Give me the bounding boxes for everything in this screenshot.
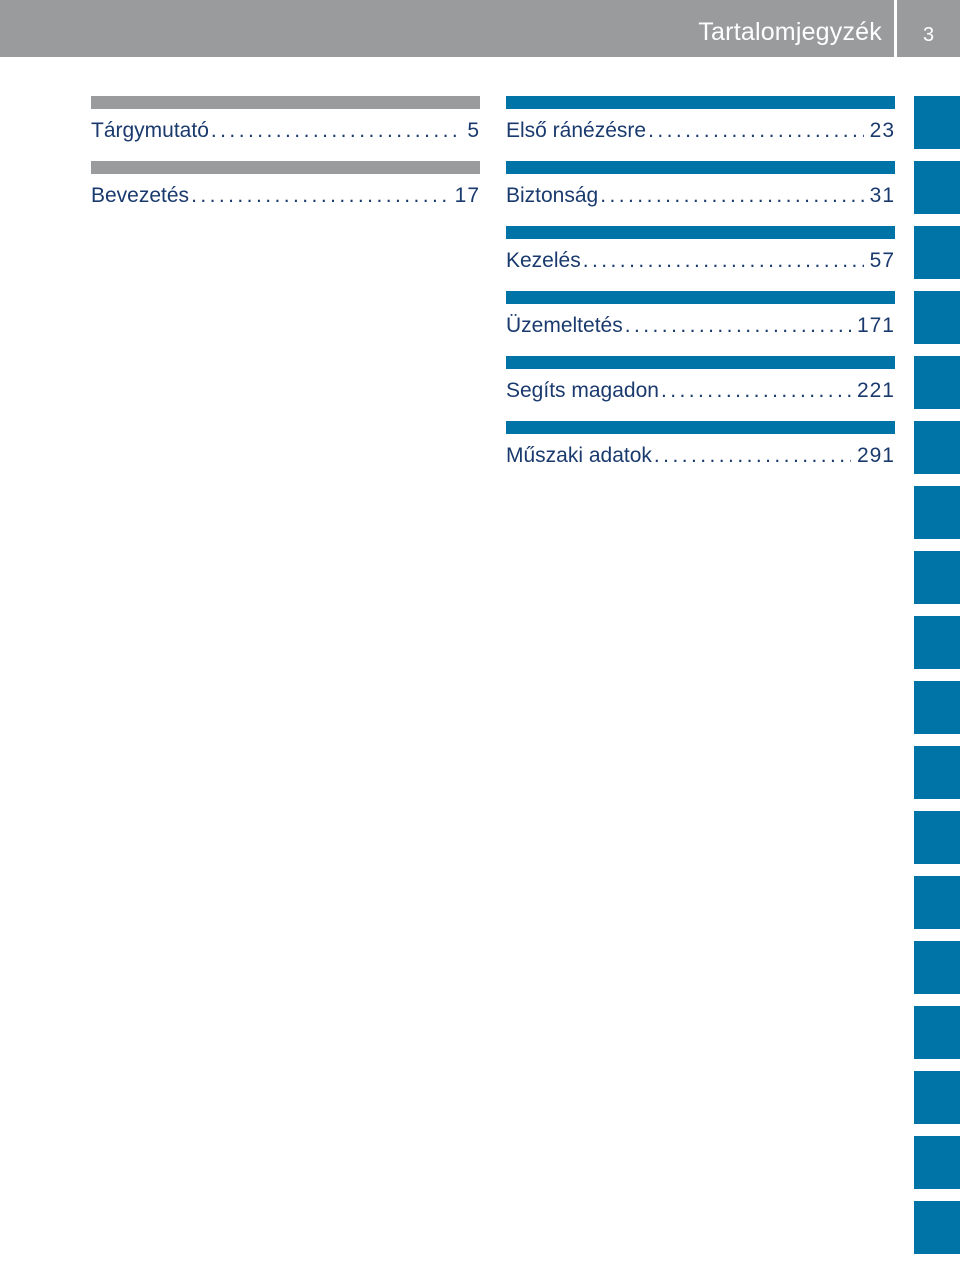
- side-tab[interactable]: [914, 616, 960, 669]
- toc-entry-page[interactable]: 57: [869, 249, 895, 272]
- section-bar: [506, 226, 895, 239]
- dot-leader: [661, 379, 851, 403]
- section-bar: [91, 96, 480, 109]
- toc-entry-title[interactable]: Első ránézésre: [506, 119, 647, 142]
- toc-entry-title[interactable]: Segíts magadon: [506, 379, 659, 402]
- page-title: Tartalomjegyzék: [698, 18, 882, 46]
- dot-leader: [654, 444, 851, 468]
- toc-entry-operation[interactable]: Üzemeltetés 171: [506, 291, 895, 356]
- side-tab[interactable]: [914, 226, 960, 279]
- side-tab[interactable]: [914, 681, 960, 734]
- toc-entry-at-a-glance[interactable]: Első ránézésre 23: [506, 96, 895, 161]
- side-tab[interactable]: [914, 876, 960, 929]
- toc-entry-title[interactable]: Biztonság: [506, 184, 599, 207]
- toc-left-column: Tárgymutató 5 Bevezetés 17: [91, 96, 480, 226]
- toc-entry-index[interactable]: Tárgymutató 5: [91, 96, 480, 161]
- toc-entry-page[interactable]: 23: [869, 119, 895, 142]
- toc-entry-safety[interactable]: Biztonság 31: [506, 161, 895, 226]
- dot-leader: [211, 119, 461, 143]
- section-bar: [506, 356, 895, 369]
- side-tab[interactable]: [914, 96, 960, 149]
- toc-entry-title[interactable]: Üzemeltetés: [506, 314, 623, 337]
- toc-entry-page[interactable]: 221: [856, 379, 895, 402]
- side-tab[interactable]: [914, 1136, 960, 1189]
- dot-leader: [648, 119, 864, 143]
- side-tab[interactable]: [914, 356, 960, 409]
- side-tab[interactable]: [914, 1006, 960, 1059]
- side-tab[interactable]: [914, 551, 960, 604]
- toc-entry-title[interactable]: Bevezetés: [91, 184, 190, 207]
- dot-leader: [583, 249, 864, 273]
- section-bar: [506, 96, 895, 109]
- toc-entry-page[interactable]: 291: [856, 444, 895, 467]
- side-tab[interactable]: [914, 746, 960, 799]
- side-tab[interactable]: [914, 941, 960, 994]
- toc-entry-introduction[interactable]: Bevezetés 17: [91, 161, 480, 226]
- toc-entry-page[interactable]: 171: [856, 314, 895, 337]
- toc-entry-page[interactable]: 5: [467, 119, 480, 142]
- side-tab-strip: [914, 96, 960, 1266]
- dot-leader: [625, 314, 851, 338]
- side-tab[interactable]: [914, 291, 960, 344]
- side-tab[interactable]: [914, 1201, 960, 1254]
- side-tab[interactable]: [914, 811, 960, 864]
- dot-leader: [600, 184, 863, 208]
- dot-leader: [191, 184, 449, 208]
- toc-entry-technical-data[interactable]: Műszaki adatok 291: [506, 421, 895, 486]
- page-header: Tartalomjegyzék 3: [0, 0, 960, 57]
- section-bar: [91, 161, 480, 174]
- toc-entry-self-help[interactable]: Segíts magadon 221: [506, 356, 895, 421]
- toc-entry-title[interactable]: Kezelés: [506, 249, 581, 272]
- side-tab[interactable]: [914, 486, 960, 539]
- toc-entry-controls[interactable]: Kezelés 57: [506, 226, 895, 291]
- toc-entry-title[interactable]: Műszaki adatok: [506, 444, 652, 467]
- section-bar: [506, 291, 895, 304]
- side-tab[interactable]: [914, 161, 960, 214]
- page-number: 3: [922, 24, 935, 46]
- toc-right-column: Első ránézésre 23 Biztonság 31 Kezelés 5…: [506, 96, 895, 486]
- toc-entry-page[interactable]: 31: [869, 184, 895, 207]
- header-divider: [894, 0, 897, 57]
- side-tab[interactable]: [914, 421, 960, 474]
- side-tab[interactable]: [914, 1071, 960, 1124]
- toc-entry-title[interactable]: Tárgymutató: [91, 119, 209, 142]
- section-bar: [506, 421, 895, 434]
- toc-entry-page[interactable]: 17: [454, 184, 480, 207]
- section-bar: [506, 161, 895, 174]
